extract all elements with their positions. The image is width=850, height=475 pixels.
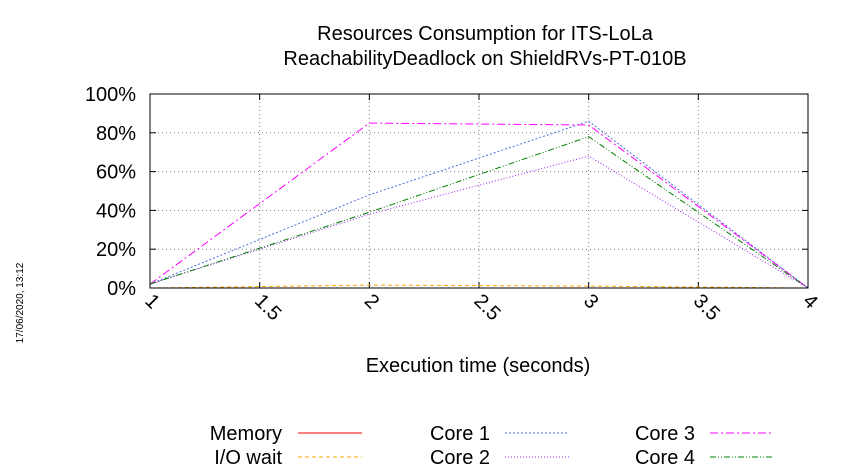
y-tick-label: 80% (96, 123, 136, 145)
x-tick-label: 3 (579, 290, 602, 313)
grid-lines (150, 94, 808, 288)
x-tick-label: 1 (140, 290, 163, 313)
series-line-core-3 (149, 122, 809, 289)
x-tick-label: 4 (798, 290, 821, 313)
x-tick-label: 2 (360, 290, 383, 313)
series-line-core-4 (149, 136, 809, 289)
y-tick-label: 20% (96, 239, 136, 261)
x-tick-label: 3.5 (689, 290, 724, 325)
y-tick-label: 60% (96, 162, 136, 184)
x-axis-ticks: 1 1.5 2 2.5 3 3.5 4 (140, 94, 822, 325)
series-line-i-o-wait (149, 284, 809, 289)
chart-title: Resources Consumption for ITS-LoLa (317, 23, 654, 45)
plot-frame (149, 93, 809, 289)
legend-label: Core 3 (635, 423, 695, 445)
legend-label: I/O wait (214, 447, 282, 469)
y-axis-ticks: 0% 20% 40% 60% 80% 100% (85, 84, 808, 300)
y-tick-label: 0% (107, 278, 136, 300)
series-line-core-1 (149, 120, 809, 289)
legend-label: Core 4 (635, 447, 695, 469)
timestamp: 17/06/2020, 13:12 (15, 262, 26, 343)
y-tick-label: 100% (85, 84, 136, 106)
y-tick-label: 40% (96, 200, 136, 222)
x-tick-label: 1.5 (250, 290, 285, 325)
series-line-core-2 (149, 155, 809, 289)
legend-label: Memory (210, 423, 282, 445)
legend-label: Core 2 (430, 447, 490, 469)
legend-label: Core 1 (430, 423, 490, 445)
chart-subtitle: ReachabilityDeadlock on ShieldRVs-PT-010… (283, 48, 686, 70)
x-tick-label: 2.5 (469, 290, 504, 325)
x-axis-label: Execution time (seconds) (366, 355, 591, 377)
